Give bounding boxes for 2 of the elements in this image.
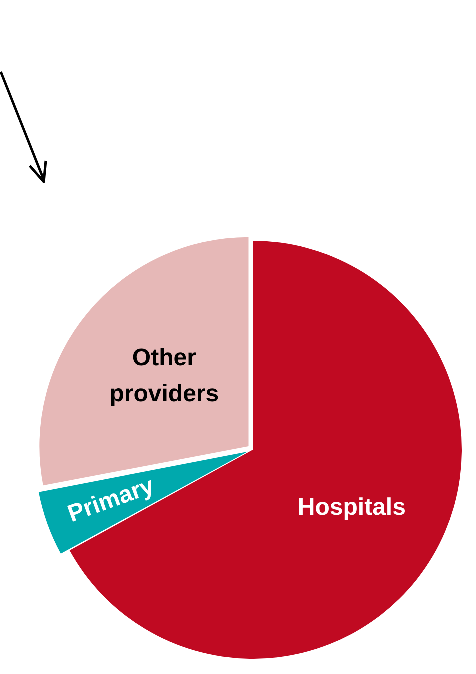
slice-label: Hospitals	[298, 494, 406, 522]
slice-label: Other providers	[110, 344, 220, 408]
